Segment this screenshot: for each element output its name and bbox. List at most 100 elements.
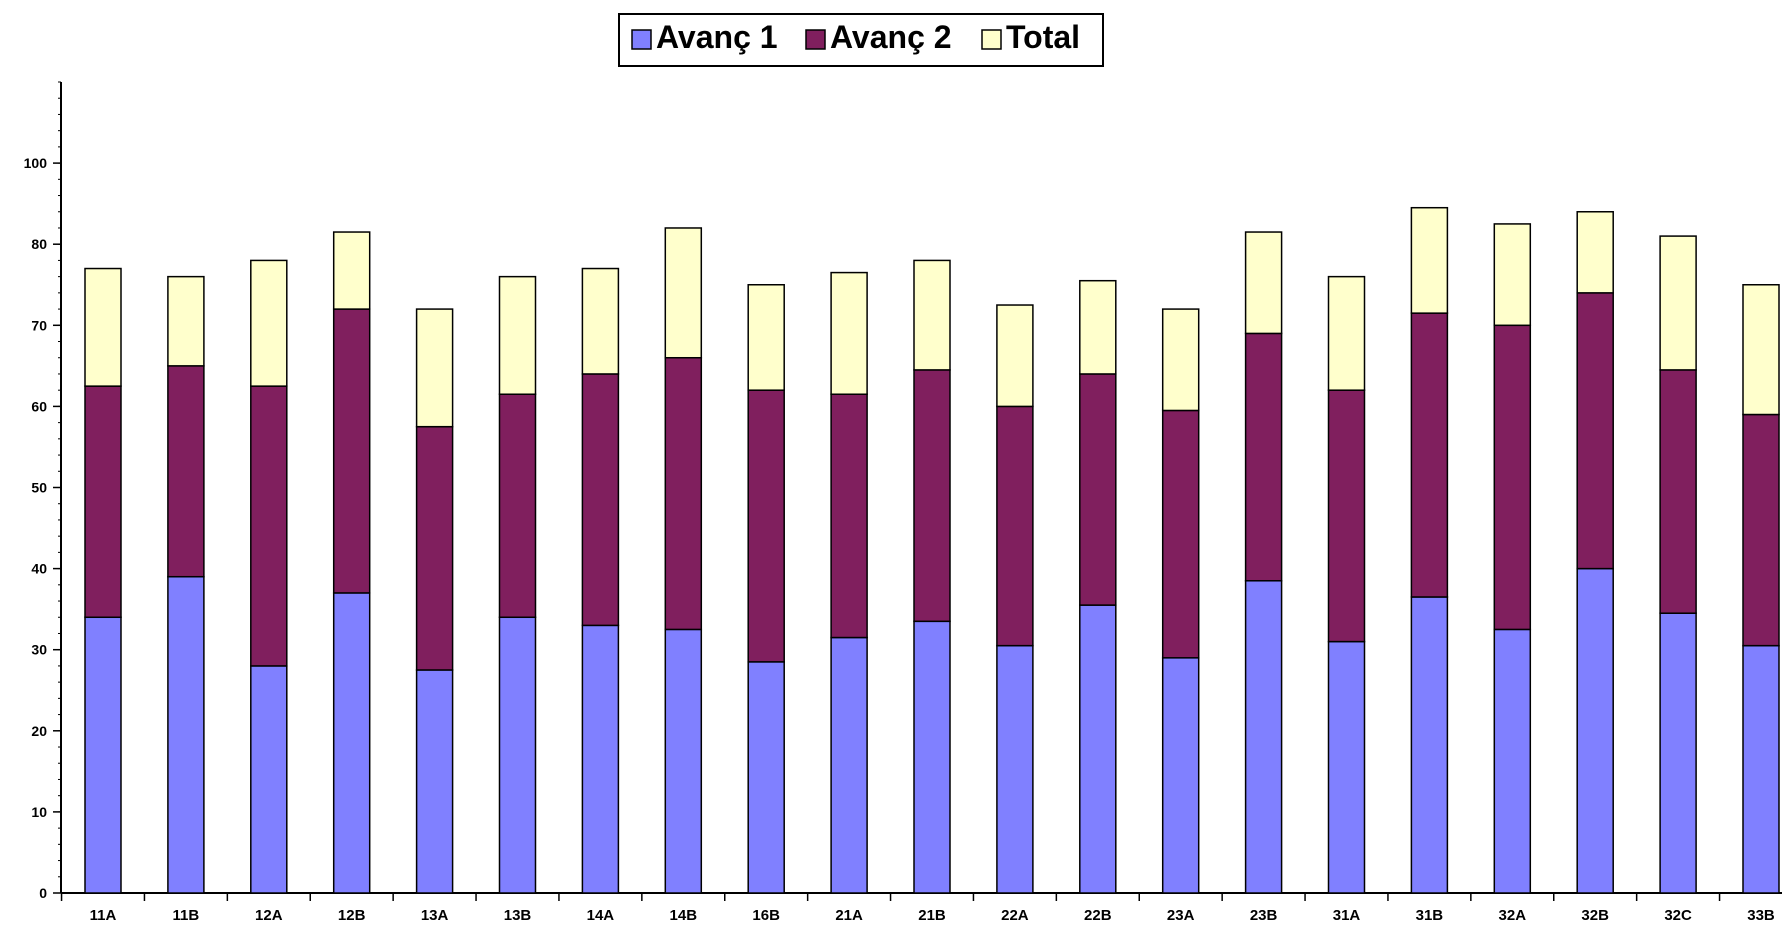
x-tick-label: 13B — [504, 907, 532, 924]
bar-segment-avan-2 — [1659, 369, 1697, 614]
bar-segment-avan-1 — [913, 620, 951, 894]
bar-segment-total — [1327, 275, 1366, 391]
bar-segment-total — [1244, 231, 1283, 335]
bar-segment-avan-1 — [1327, 640, 1366, 894]
bar-segment-avan-2 — [332, 308, 371, 594]
x-tick-label: 11A — [90, 907, 117, 924]
x-tick-label: 33B — [1747, 907, 1775, 924]
bar-segment-total — [332, 231, 371, 310]
x-axis: 11A 11B 12A 12B 13A 13B 14A 14B 16B 21A 21B 22A 22B 2… — [60, 893, 1775, 924]
bar-segment-avan-1 — [996, 644, 1034, 894]
bar-segment-avan-2 — [250, 385, 288, 667]
bar-segment-avan-1 — [250, 665, 288, 894]
bar-segment-total — [830, 271, 868, 395]
bar-segment-avan-2 — [498, 393, 537, 619]
x-tick-label: 31B — [1416, 907, 1444, 924]
x-tick-label: 23B — [1250, 907, 1278, 924]
x-tick-label: 32B — [1581, 907, 1609, 924]
x-tick-label: 14A — [587, 907, 615, 924]
bar-segment-avan-2 — [830, 393, 868, 639]
bar-segment-total — [1576, 211, 1614, 294]
bar-segment-total — [1161, 308, 1200, 412]
x-tick-label: 12B — [338, 907, 366, 924]
bar-segment-total — [1659, 235, 1697, 371]
bar-segment-total — [1493, 223, 1532, 327]
y-tick-label: 60 — [31, 398, 47, 414]
x-tick-label: 14B — [670, 907, 698, 924]
bar-segment-total — [1410, 206, 1449, 314]
x-tick-label: 22B — [1084, 907, 1112, 924]
bar-segment-avan-2 — [415, 425, 454, 671]
bar-segment-avan-1 — [167, 575, 205, 894]
bar-segment-total — [167, 275, 205, 367]
bar-segment-total — [581, 267, 620, 375]
bar-segment-total — [1079, 279, 1117, 375]
legend-box — [618, 13, 1104, 67]
bar-segment-avan-1 — [664, 628, 703, 894]
bar-segment-avan-2 — [581, 373, 620, 627]
bar-segment-avan-2 — [913, 369, 951, 623]
bar-segment-avan-2 — [1244, 332, 1283, 582]
y-tick-label: 50 — [31, 480, 47, 496]
y-tick-label: 80 — [31, 236, 47, 252]
bar-segment-avan-1 — [332, 592, 371, 894]
bar-segment-total — [996, 304, 1034, 408]
bar-segment-total — [415, 308, 454, 428]
y-tick-label: 40 — [31, 561, 47, 577]
bar-segment-total — [250, 259, 288, 387]
bar-segment-avan-2 — [1161, 409, 1200, 659]
bar-segment-avan-1 — [1410, 596, 1449, 894]
legend-swatch — [631, 29, 652, 50]
legend-label: Avanç 2 — [830, 19, 952, 55]
x-tick-label: 13A — [421, 907, 449, 924]
y-tick-label: 0 — [39, 885, 47, 901]
bar-segment-avan-2 — [84, 385, 122, 619]
bar-segment-avan-1 — [1742, 644, 1780, 894]
x-tick-label: 12A — [255, 907, 283, 924]
y-tick-label: 70 — [31, 317, 47, 333]
bar-segment-avan-1 — [498, 616, 537, 894]
x-tick-label: 32C — [1664, 907, 1692, 924]
legend: Avanç 1 Avanç 2 Total — [618, 13, 1104, 67]
x-tick-label: 31A — [1333, 907, 1361, 924]
bar-segment-avan-1 — [1659, 612, 1697, 894]
bar-segment-total — [498, 275, 537, 395]
bar-segment-avan-2 — [1079, 373, 1117, 606]
bar-segment-avan-1 — [1244, 580, 1283, 894]
bar-segment-avan-1 — [581, 624, 620, 894]
bar-segment-avan-1 — [747, 661, 785, 894]
x-tick-label: 11B — [173, 907, 200, 924]
bar-segment-avan-1 — [1161, 657, 1200, 894]
bar-segment-total — [84, 267, 122, 387]
bar-segment-avan-2 — [664, 356, 703, 631]
bar-segment-avan-1 — [1576, 567, 1614, 894]
legend-swatch — [805, 29, 826, 50]
bar-segment-total — [913, 259, 951, 371]
bar-segment-avan-1 — [415, 669, 454, 894]
bars — [84, 206, 1780, 894]
bar-segment-avan-2 — [1742, 413, 1780, 647]
bar-segment-avan-1 — [830, 636, 868, 894]
bar-segment-total — [747, 284, 785, 391]
y-tick-label: 10 — [31, 804, 47, 820]
x-tick-label: 21B — [918, 907, 946, 924]
y-tick-label: 30 — [31, 642, 47, 658]
x-tick-label: 22A — [1001, 907, 1029, 924]
bar-segment-avan-2 — [1493, 324, 1532, 631]
bar-segment-total — [1742, 284, 1780, 416]
legend-swatch — [981, 29, 1002, 50]
x-tick-label: 23A — [1167, 907, 1195, 924]
bar-segment-avan-2 — [1327, 389, 1366, 643]
bar-segment-avan-2 — [996, 405, 1034, 647]
bar-segment-avan-2 — [747, 389, 785, 663]
x-tick-label: 16B — [752, 907, 780, 924]
bar-segment-avan-2 — [1410, 312, 1449, 598]
legend-label: Avanç 1 — [656, 19, 778, 55]
x-tick-label: 32A — [1499, 907, 1527, 924]
y-tick-label: 20 — [31, 723, 47, 739]
x-tick-label: 21A — [835, 907, 863, 924]
y-tick-label: 100 — [24, 155, 48, 171]
bar-segment-avan-1 — [1493, 628, 1532, 894]
bar-segment-total — [664, 227, 703, 359]
legend-label: Total — [1006, 19, 1080, 55]
